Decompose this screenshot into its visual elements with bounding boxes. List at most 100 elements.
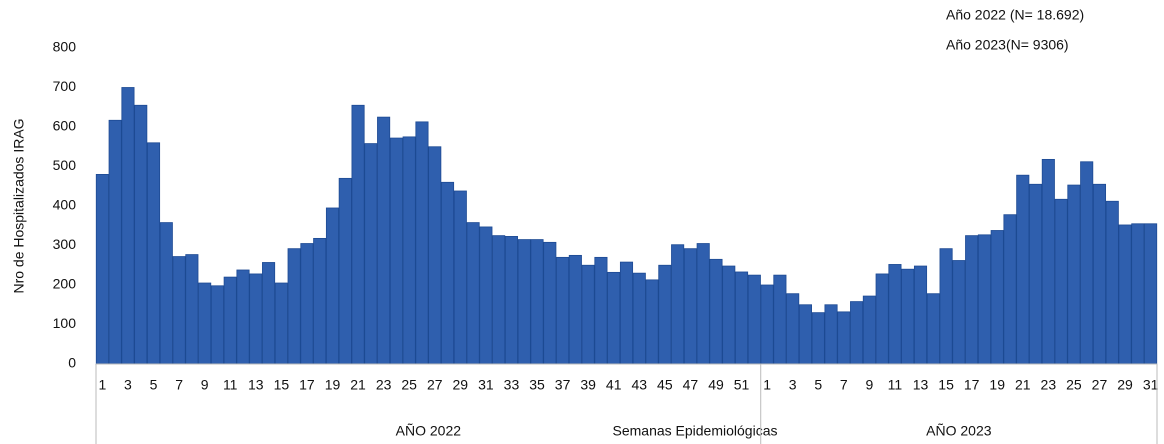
bar: [1067, 184, 1081, 365]
bar: [709, 258, 723, 365]
bar: [351, 104, 365, 365]
x-tick-label: 35: [529, 377, 545, 393]
x-tick-label: 45: [657, 377, 673, 393]
x-tick-label: 11: [223, 377, 238, 393]
y-tick-label: 500: [53, 157, 77, 173]
bar: [837, 311, 851, 365]
x-tick-label: 27: [1092, 377, 1108, 393]
bar: [607, 271, 621, 365]
x-tick-label: 33: [504, 377, 520, 393]
bar: [236, 269, 250, 365]
bar: [965, 235, 979, 365]
bar: [926, 293, 940, 365]
bar: [172, 256, 186, 365]
bar: [850, 301, 864, 365]
x-tick-label: 17: [299, 377, 315, 393]
bar: [249, 273, 263, 365]
bar: [198, 282, 212, 365]
bar: [377, 116, 391, 365]
bar: [645, 279, 659, 365]
bar: [479, 226, 493, 365]
group-label: AÑO 2022: [396, 423, 462, 439]
y-tick-label: 0: [68, 355, 76, 371]
bar: [262, 262, 276, 365]
x-tick-label: 21: [350, 377, 366, 393]
bar: [325, 207, 340, 365]
bar: [747, 274, 761, 365]
bar: [121, 87, 135, 365]
bar: [287, 248, 301, 365]
x-tick-label: 39: [580, 377, 596, 393]
bar: [1003, 214, 1017, 365]
x-tick-label: 1: [763, 377, 771, 393]
x-tick-label: 31: [478, 377, 494, 393]
bar: [798, 304, 812, 365]
x-tick-label: 7: [840, 377, 848, 393]
bar: [134, 104, 148, 365]
bar: [428, 146, 442, 365]
bar: [568, 254, 582, 365]
bar: [95, 173, 109, 365]
bar: [185, 254, 199, 365]
y-tick-label: 600: [53, 118, 77, 134]
x-tick-label: 19: [325, 377, 341, 393]
bar: [683, 248, 697, 365]
bar: [466, 222, 480, 365]
bar: [556, 256, 570, 365]
x-tick-label: 51: [734, 377, 750, 393]
bar: [888, 264, 902, 365]
x-tick-label: 23: [376, 377, 392, 393]
bar: [415, 121, 429, 365]
bar: [875, 273, 889, 365]
bar: [338, 177, 352, 365]
x-tick-label: 19: [989, 377, 1005, 393]
bar: [1016, 174, 1030, 365]
x-tick-label: 13: [913, 377, 929, 393]
bar: [773, 274, 787, 365]
x-tick-label: 3: [789, 377, 797, 393]
bar: [530, 239, 544, 365]
bar: [364, 143, 378, 365]
bar: [1105, 200, 1119, 365]
bar: [274, 282, 288, 365]
annotation: Año 2023(N= 9306): [946, 37, 1069, 53]
bar: [594, 256, 608, 365]
x-tick-label: 5: [150, 377, 158, 393]
x-tick-label: 43: [631, 377, 647, 393]
x-tick-label: 17: [964, 377, 980, 393]
x-tick-label: 13: [248, 377, 264, 393]
bar: [913, 265, 928, 365]
bar: [504, 236, 518, 365]
bar: [210, 285, 224, 365]
bar: [108, 119, 122, 365]
bar: [389, 137, 403, 365]
annotation: Año 2022 (N= 18.692): [946, 7, 1084, 23]
bar: [492, 235, 506, 365]
bar: [696, 243, 710, 365]
x-tick-label: 11: [888, 377, 903, 393]
bar: [1144, 223, 1158, 365]
x-tick-label: 25: [401, 377, 417, 393]
bar: [722, 265, 736, 365]
x-tick-label: 29: [453, 377, 469, 393]
bar: [402, 136, 416, 365]
bar: [1092, 183, 1107, 365]
bar: [543, 241, 557, 365]
bar: [441, 181, 455, 365]
bar: [1041, 158, 1055, 365]
y-tick-label: 800: [53, 39, 77, 55]
x-tick-label: 23: [1041, 377, 1057, 393]
bar: [1131, 223, 1145, 365]
bar: [786, 293, 800, 365]
bar: [581, 264, 595, 365]
bar: [735, 271, 749, 365]
x-tick-label: 41: [606, 377, 622, 393]
bar: [300, 243, 314, 365]
x-tick-label: 5: [814, 377, 822, 393]
x-tick-label: 3: [124, 377, 132, 393]
bar: [517, 239, 531, 365]
bar: [824, 304, 838, 365]
y-axis-label: Nro de Hospitalizados IRAG: [11, 118, 27, 293]
x-tick-label: 25: [1066, 377, 1082, 393]
